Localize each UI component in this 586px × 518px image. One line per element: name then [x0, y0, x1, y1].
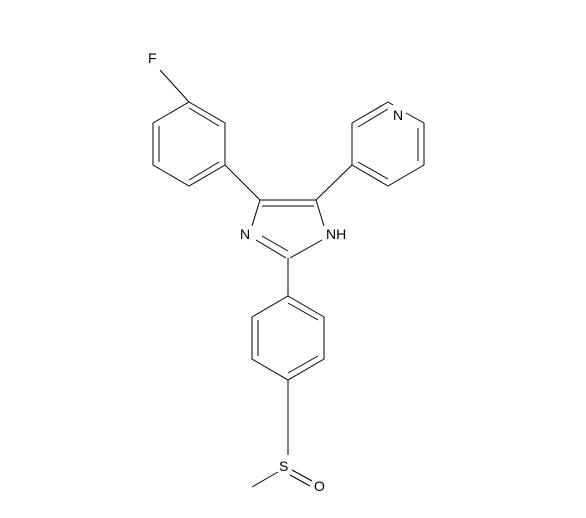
fluorophenyl-ring: [153, 70, 225, 186]
molecule-diagram: F N: [0, 0, 586, 518]
fluorine-atom-label: F: [148, 50, 157, 66]
pyridyl-ring: [352, 102, 424, 186]
sulfinylphenyl-ring: [252, 296, 324, 455]
pyridine-nitrogen-label: N: [393, 107, 403, 123]
sulfur-atom-label: S: [279, 458, 288, 474]
imidazole-n1h-label: NH: [326, 226, 346, 242]
sulfinyl-oxygen-label: O: [314, 478, 325, 494]
imidazole-n3-label: N: [240, 226, 250, 242]
